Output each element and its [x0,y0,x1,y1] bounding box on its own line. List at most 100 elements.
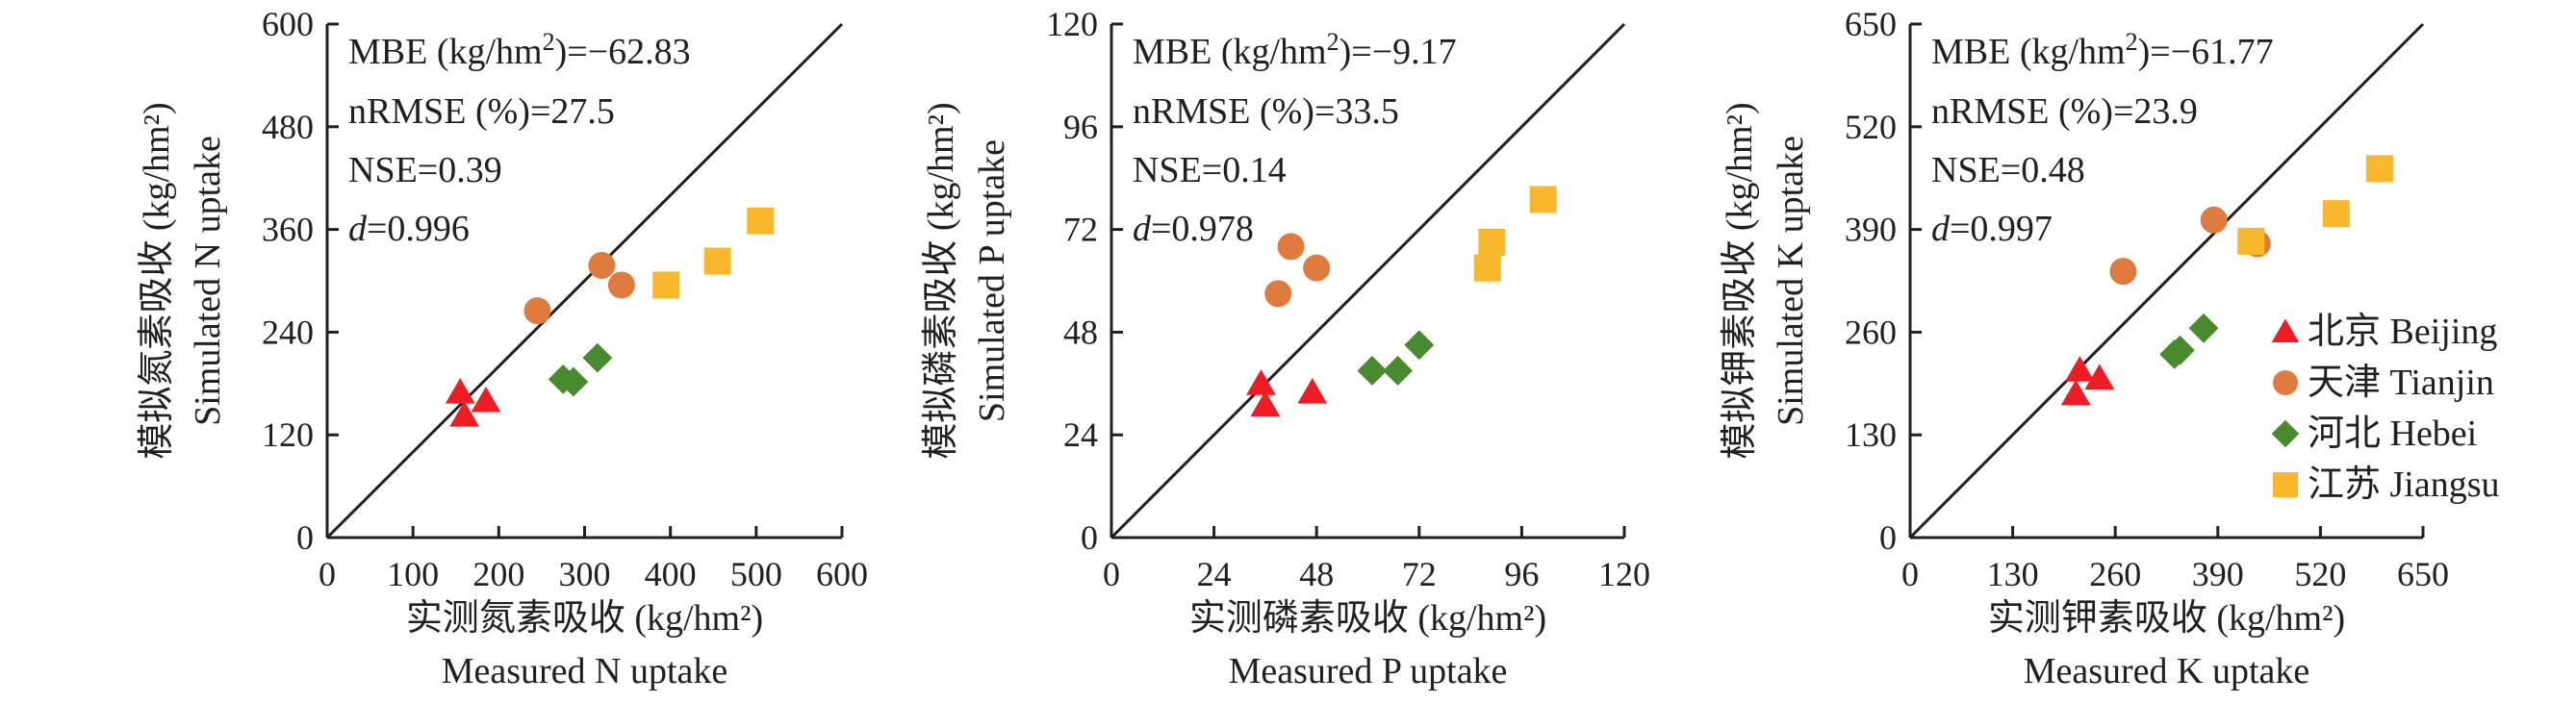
x-tick-label: 600 [816,555,868,593]
legend: 北京 Beijing 天津 Tianjin 河北 Hebei 江苏 Jiangsu [2271,312,2500,505]
y-tick-label: 260 [1845,313,1897,351]
chart-panel-N: 0 120 240 360 480 600 0 100 200 300 400 500 600 实测氮素吸… [137,5,868,691]
x-tick-label: 96 [1504,555,1539,593]
stat-nse: NSE=0.48 [1931,150,2085,190]
y-tick-label: 0 [1081,518,1098,557]
x-axis-title-en: Measured K uptake [2024,651,2310,691]
x-tick-label: 650 [2397,555,2449,593]
stat-mbe: MBE (kg/hm2)=−61.77 [1931,28,2274,72]
x-tick-label: 260 [2089,555,2141,593]
y-axis-title-cn: 模拟氮素吸收 (kg/hm²) [137,102,177,459]
data-point-hebei [1404,330,1435,361]
data-point-hebei [582,342,613,373]
x-tick-label: 72 [1402,555,1437,593]
y-tick-label: 0 [296,518,314,557]
data-point-beijing [471,386,501,413]
y-axis-title-en: Simulated N uptake [188,136,228,426]
y-axis-title-en: Simulated P uptake [972,139,1012,422]
legend-label-beijing: 北京 Beijing [2308,312,2497,352]
y-tick-label: 120 [1046,5,1098,43]
y-tick-label: 130 [1845,415,1897,454]
x-tick-label: 120 [1598,555,1650,593]
y-tick-label: 240 [262,313,314,351]
x-axis-title-cn: 实测磷素吸收 (kg/hm²) [1189,598,1546,639]
data-point-tianjin [2200,206,2228,234]
data-point-hebei [2165,335,2195,365]
y-tick-label: 48 [1063,313,1098,351]
x-tick-label: 0 [1901,555,1919,593]
data-point-tianjin [1264,280,1292,308]
data-point-jiangsu [1478,228,1506,256]
x-tick-label: 520 [2294,555,2346,593]
x-axis-title-cn: 实测钾素吸收 (kg/hm²) [1988,598,2345,639]
stat-mbe-superscript: 2 [543,28,555,56]
x-tick-label: 300 [559,555,611,593]
x-tick-label: 390 [2192,555,2244,593]
legend-marker-jiangsu [2273,472,2298,497]
y-tick-label: 360 [262,211,314,249]
legend-label-hebei: 河北 Hebei [2308,414,2477,454]
y-tick-label: 120 [262,415,314,454]
data-point-tianjin [607,271,635,299]
data-point-hebei [1357,356,1388,386]
x-tick-label: 130 [1987,555,2039,593]
stat-d-value: =0.997 [1950,209,2053,249]
x-tick-label: 0 [1103,555,1120,593]
legend-label-jiangsu: 江苏 Jiangsu [2308,464,2500,505]
data-point-hebei [558,366,589,397]
data-point-beijing [2064,356,2095,382]
x-axis-title-en: Measured N uptake [442,651,728,691]
stat-d-symbol: d [1133,209,1152,249]
legend-marker-beijing [2271,318,2300,343]
data-point-tianjin [1303,254,1331,282]
data-point-beijing [1246,369,1276,395]
x-axis-title-cn: 实测氮素吸收 (kg/hm²) [406,598,763,639]
data-point-jiangsu [1473,254,1501,282]
data-point-beijing [445,378,475,404]
stat-mbe-value: )=−9.17 [1339,32,1457,72]
data-point-tianjin [523,297,551,325]
stat-mbe-superscript: 2 [2126,28,2138,56]
y-tick-label: 96 [1063,108,1098,146]
stat-d-value: =0.978 [1151,209,1254,249]
x-tick-label: 24 [1197,555,1232,593]
data-point-jiangsu [703,247,731,275]
y-tick-label: 480 [262,108,314,146]
stat-mbe: MBE (kg/hm2)=−9.17 [1133,28,1457,72]
data-point-jiangsu [747,207,775,235]
stat-nse: NSE=0.39 [348,150,502,190]
chart-panel-P: 0 24 48 72 96 120 0 24 48 72 96 120 实测磷素吸收 (kg/hm²) M… [921,5,1650,691]
stat-d: d=0.978 [1133,209,1254,249]
x-tick-label: 48 [1299,555,1334,593]
data-point-tianjin [588,251,616,279]
x-tick-label: 100 [387,555,439,593]
stat-d-symbol: d [1931,209,1951,249]
y-tick-label: 520 [1845,108,1897,146]
x-axis-title-en: Measured P uptake [1229,651,1508,691]
data-point-hebei [2188,313,2219,343]
data-point-jiangsu [2322,200,2350,228]
stat-d: d=0.996 [348,209,470,249]
x-tick-label: 500 [730,555,782,593]
stat-d: d=0.997 [1931,209,2053,249]
one-to-one-line [325,22,844,540]
data-point-jiangsu [2237,227,2265,255]
stat-d-symbol: d [348,209,368,249]
x-tick-label: 0 [319,555,336,593]
stat-mbe-value: )=−61.77 [2138,32,2274,72]
data-point-hebei [1383,356,1413,386]
data-point-beijing [1250,390,1281,416]
stat-nse: NSE=0.14 [1133,150,1287,190]
data-point-beijing [2060,379,2091,406]
x-tick-label: 400 [645,555,697,593]
stat-mbe-superscript: 2 [1327,28,1339,56]
y-tick-label: 650 [1845,5,1897,43]
one-to-one-line [1109,22,1626,540]
y-tick-label: 72 [1063,211,1098,249]
y-tick-label: 390 [1845,211,1897,249]
stat-mbe: MBE (kg/hm2)=−62.83 [348,28,691,72]
data-point-jiangsu [1529,186,1557,213]
data-point-jiangsu [2365,155,2393,183]
y-axis-title-cn: 模拟磷素吸收 (kg/hm²) [921,102,961,459]
